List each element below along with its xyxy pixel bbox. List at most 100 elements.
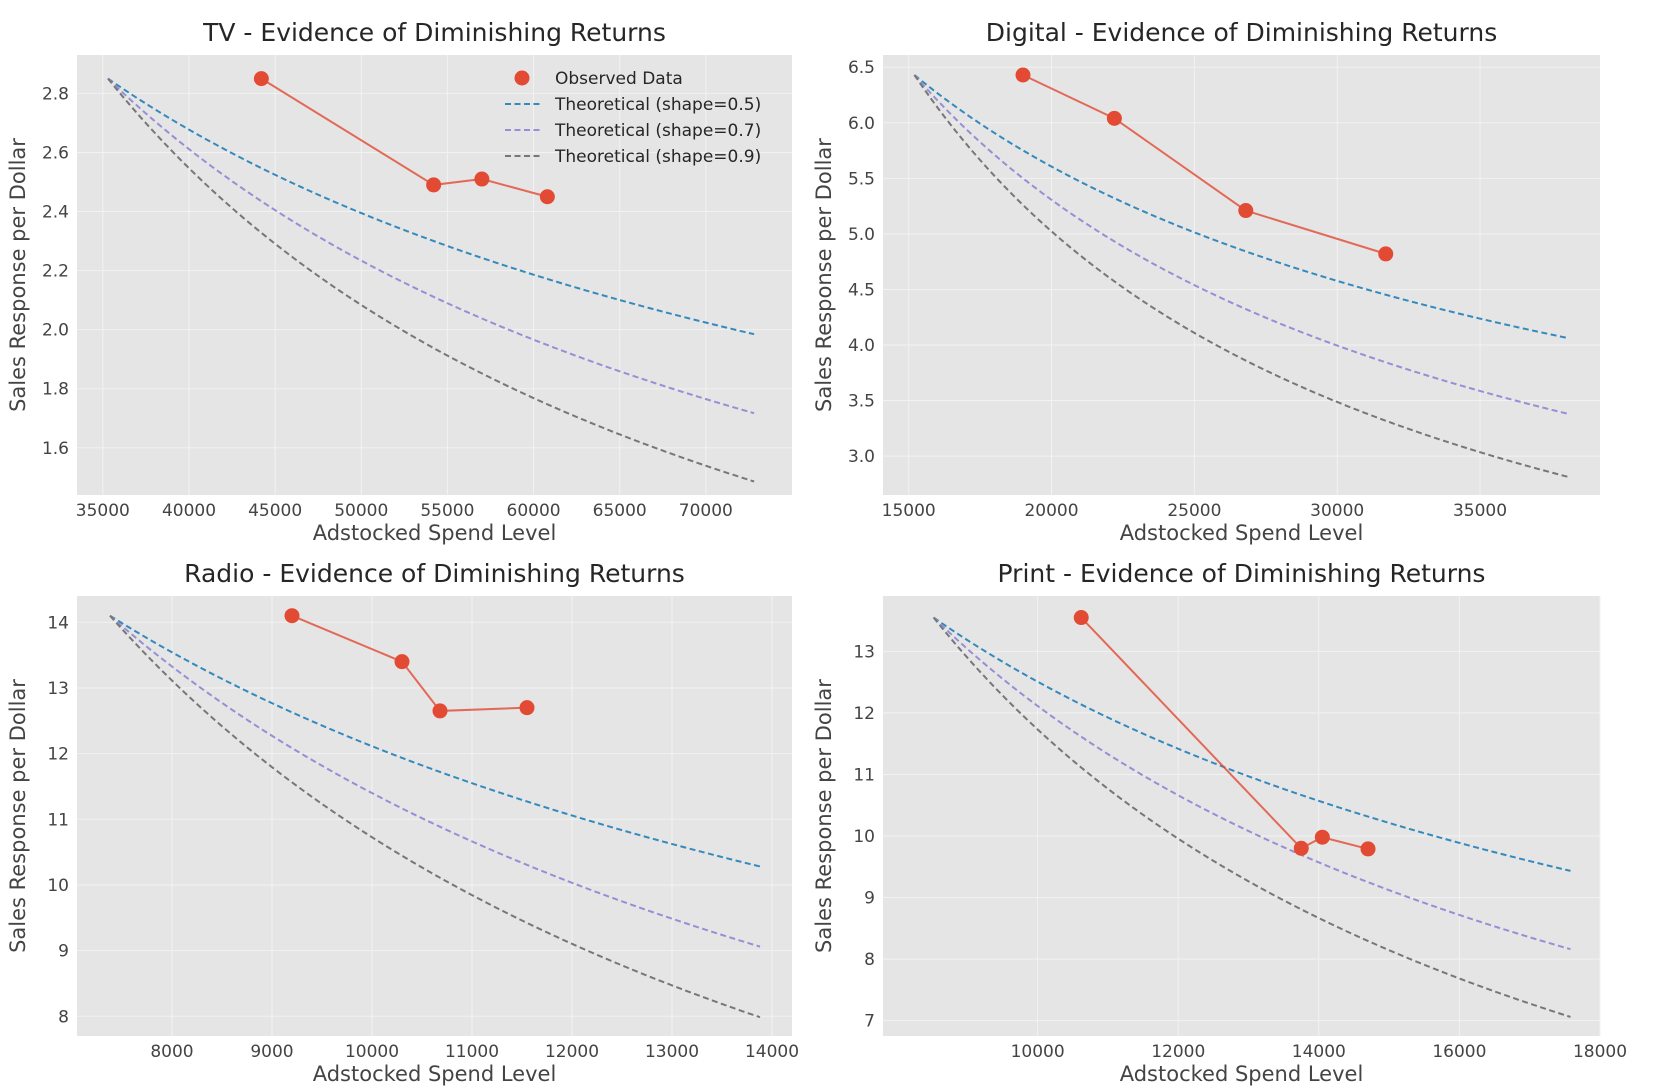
y-tick-label: 5.0	[848, 225, 875, 245]
x-tick-label: 18000	[1573, 1042, 1627, 1062]
y-tick-label: 9	[58, 942, 69, 962]
plot-area	[883, 55, 1600, 495]
x-tick-label: 12000	[545, 1042, 599, 1062]
x-tick-label: 40000	[162, 501, 216, 521]
observed-point	[284, 608, 300, 624]
y-axis-label: Sales Response per Dollar	[6, 679, 30, 953]
y-tick-label: 3.5	[848, 392, 875, 412]
y-axis-label: Sales Response per Dollar	[6, 138, 30, 412]
x-axis-label: Adstocked Spend Level	[1120, 521, 1364, 545]
x-tick-label: 35000	[1453, 501, 1507, 521]
y-tick-label: 2.2	[42, 262, 69, 282]
x-tick-label: 11000	[445, 1042, 499, 1062]
legend-label-observed: Observed Data	[555, 69, 683, 89]
x-tick-label: 10000	[1011, 1042, 1065, 1062]
chart-title: Print - Evidence of Diminishing Returns	[998, 559, 1486, 588]
observed-point	[253, 71, 269, 87]
x-tick-label: 20000	[1024, 501, 1078, 521]
y-axis-label: Sales Response per Dollar	[812, 679, 836, 953]
y-tick-label: 5.5	[848, 169, 875, 189]
legend: Observed Data Theoretical (shape=0.5) Theo…	[505, 69, 761, 167]
x-tick-label: 9000	[250, 1042, 293, 1062]
y-tick-label: 8	[864, 950, 875, 970]
y-tick-label: 12	[47, 745, 69, 765]
theoretical-curve-shape-0-5	[107, 77, 755, 336]
x-tick-label: 25000	[1167, 501, 1221, 521]
x-tick-label: 30000	[1310, 501, 1364, 521]
observed-point	[474, 171, 490, 187]
observed-point	[394, 654, 410, 670]
y-tick-label: 6.0	[848, 114, 875, 134]
y-tick-label: 4.0	[848, 336, 875, 356]
x-tick-label: 50000	[334, 501, 388, 521]
theoretical-curve-shape-0-5	[913, 74, 1569, 340]
chart-panel-3: 10000 12000 14000 16000 18000 7 8 9 10 11 12 13 Prin…	[812, 559, 1627, 1086]
chart-title: Digital - Evidence of Diminishing Return…	[986, 18, 1498, 47]
legend-label-shape-0-7: Theoretical (shape=0.7)	[554, 121, 761, 141]
x-axis-label: Adstocked Spend Level	[313, 521, 557, 545]
y-axis-label: Sales Response per Dollar	[812, 138, 836, 412]
plot-area	[883, 596, 1600, 1036]
x-axis-label: Adstocked Spend Level	[1120, 1062, 1364, 1086]
x-tick-label: 35000	[76, 501, 130, 521]
observed-point	[1238, 203, 1254, 219]
theoretical-curve-shape-0-7	[913, 74, 1569, 415]
x-tick-label: 10000	[345, 1042, 399, 1062]
x-axis-label: Adstocked Spend Level	[313, 1062, 557, 1086]
x-tick-label: 70000	[679, 501, 733, 521]
y-tick-label: 6.5	[848, 58, 875, 78]
theoretical-curve-shape-0-7	[107, 77, 755, 415]
chart-title: TV - Evidence of Diminishing Returns	[202, 18, 666, 47]
observed-point	[1360, 841, 1376, 857]
theoretical-curve-shape-0-9	[109, 615, 761, 1019]
x-tick-label: 55000	[420, 501, 474, 521]
y-tick-label: 7	[864, 1012, 875, 1032]
y-tick-label: 10	[853, 827, 875, 847]
y-tick-label: 2.4	[42, 203, 69, 223]
observed-point	[1314, 829, 1330, 845]
observed-point	[519, 700, 535, 716]
plot-area	[77, 55, 792, 495]
y-tick-label: 2.0	[42, 321, 69, 341]
x-tick-label: 13000	[645, 1042, 699, 1062]
observed-point	[426, 177, 442, 193]
observed-point	[1015, 67, 1031, 83]
y-tick-label: 4.5	[848, 280, 875, 300]
y-tick-label: 2.6	[42, 143, 69, 163]
y-tick-label: 1.8	[42, 380, 69, 400]
chart-panel-1: 15000 20000 25000 30000 35000 3.0 3.5 4.0 4.5 5.0…	[812, 18, 1600, 545]
x-tick-label: 8000	[150, 1042, 193, 1062]
y-tick-label: 14	[47, 613, 69, 633]
y-tick-label: 8	[58, 1007, 69, 1027]
x-tick-label: 60000	[507, 501, 561, 521]
x-tick-label: 14000	[1292, 1042, 1346, 1062]
x-tick-label: 14000	[745, 1042, 799, 1062]
chart-panel-0: 35000 40000 45000 50000 55000 60000 65000 70000…	[6, 18, 792, 545]
legend-marker-observed	[514, 70, 530, 86]
legend-label-shape-0-5: Theoretical (shape=0.5)	[554, 95, 761, 115]
observed-point	[1106, 110, 1122, 126]
theoretical-curve-shape-0-9	[913, 74, 1569, 478]
x-tick-label: 65000	[593, 501, 647, 521]
observed-line	[291, 614, 528, 712]
observed-point	[1378, 246, 1394, 262]
x-tick-label: 45000	[248, 501, 302, 521]
x-tick-label: 15000	[882, 501, 936, 521]
grid	[77, 596, 792, 1036]
theoretical-curve-shape-0-5	[933, 616, 1571, 872]
chart-title: Radio - Evidence of Diminishing Returns	[184, 559, 685, 588]
chart-panel-2: 8000 9000 10000 11000 12000 13000 14000 8 9 10 11 1…	[6, 559, 799, 1086]
y-tick-label: 13	[47, 679, 69, 699]
y-tick-label: 10	[47, 876, 69, 896]
y-tick-label: 9	[864, 889, 875, 909]
observed-line	[1022, 74, 1387, 255]
y-tick-label: 13	[853, 642, 875, 662]
y-tick-label: 1.6	[42, 439, 69, 459]
observed-point	[1073, 610, 1089, 626]
y-tick-label: 11	[47, 810, 69, 830]
y-tick-label: 3.0	[848, 447, 875, 467]
grid	[883, 55, 1600, 495]
theoretical-curve-shape-0-9	[932, 616, 1571, 1018]
theoretical-curve-shape-0-5	[109, 614, 761, 868]
